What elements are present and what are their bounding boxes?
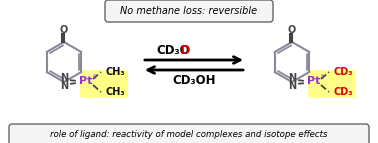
- FancyBboxPatch shape: [9, 124, 369, 143]
- FancyBboxPatch shape: [105, 0, 273, 22]
- Text: N: N: [60, 81, 68, 91]
- Text: II: II: [320, 74, 324, 80]
- FancyBboxPatch shape: [80, 70, 128, 98]
- Text: No methane loss: reversible: No methane loss: reversible: [121, 6, 257, 16]
- Text: CD₃: CD₃: [333, 87, 353, 97]
- Text: CD₃O: CD₃O: [156, 43, 190, 56]
- Text: Pt: Pt: [79, 76, 93, 86]
- Text: CH₃: CH₃: [105, 87, 125, 97]
- Text: role of ligand: reactivity of model complexes and isotope effects: role of ligand: reactivity of model comp…: [50, 130, 328, 139]
- Text: CH₃: CH₃: [105, 67, 125, 77]
- Text: II: II: [92, 74, 96, 80]
- Text: Pt: Pt: [307, 76, 321, 86]
- Text: CD₃: CD₃: [333, 67, 353, 77]
- Text: D: D: [160, 43, 190, 56]
- Text: N: N: [288, 81, 296, 91]
- Text: N: N: [288, 73, 296, 83]
- FancyBboxPatch shape: [308, 70, 356, 98]
- Text: O: O: [60, 25, 68, 35]
- Text: CD₃OH: CD₃OH: [172, 74, 216, 87]
- Text: N: N: [60, 73, 68, 83]
- Text: O: O: [288, 25, 296, 35]
